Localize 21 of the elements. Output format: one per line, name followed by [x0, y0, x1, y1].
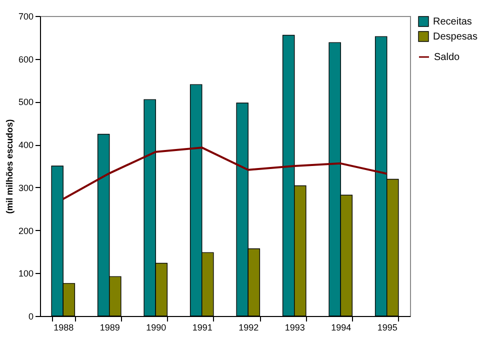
x-tick-label: 1992 [238, 322, 259, 332]
y-tick-label: 600 [18, 54, 34, 64]
legend-label: Saldo [434, 52, 460, 63]
y-tick-label: 400 [18, 140, 34, 150]
y-tick-label: 300 [18, 182, 34, 193]
x-tick-label: 1990 [146, 322, 166, 332]
x-tick-label: 1991 [192, 322, 212, 332]
y-tick-label: 0 [28, 312, 34, 322]
x-tick-label: 1995 [377, 322, 398, 332]
y-tick-label: 200 [18, 226, 34, 236]
legend-label: Receitas [433, 16, 472, 28]
y-tick-label: 700 [18, 12, 34, 22]
y-tick-label: 500 [18, 97, 34, 108]
y-axis-title: (mil milhões escudos) [4, 119, 14, 214]
x-tick-label: 1988 [54, 322, 74, 332]
x-tick-label: 1989 [100, 322, 120, 332]
legend-label: Despesas [433, 32, 478, 42]
x-tick-label: 1993 [284, 322, 305, 332]
x-tick-label: 1994 [331, 322, 352, 332]
y-tick-label: 100 [18, 268, 34, 279]
line-series [62, 146, 388, 200]
